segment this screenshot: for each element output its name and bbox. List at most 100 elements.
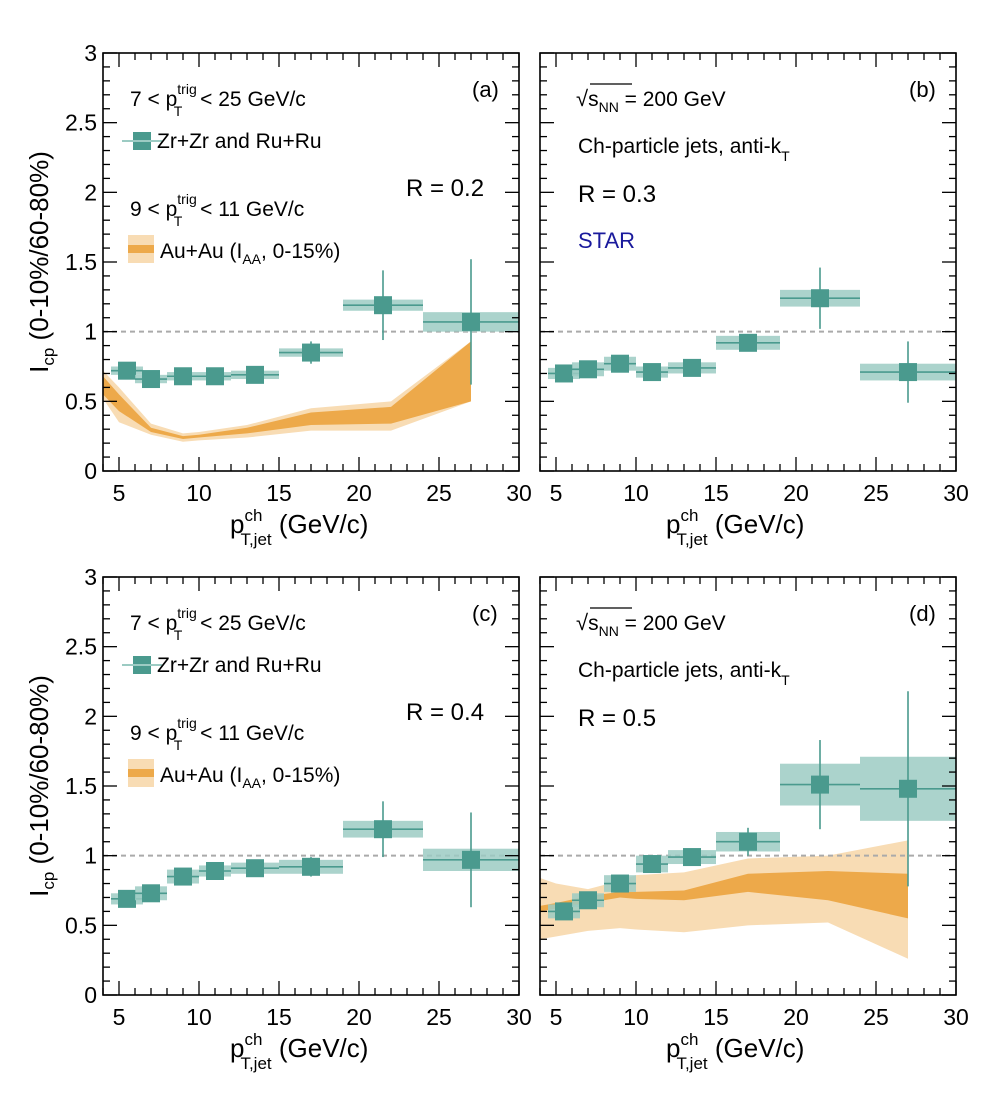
r-label-d: R = 0.5 [578,705,656,732]
y-tick-label: 1 [84,319,97,345]
jets-label-d: Ch-particle jets, anti-kT [578,659,790,688]
x-tick-label: 20 [346,1004,372,1030]
energy-label-d: √sNN = 200 GeV [576,610,726,639]
r-label-b: R = 0.3 [578,181,656,208]
y-tick-label: 2.5 [65,110,97,136]
jets-label-b: Ch-particle jets, anti-kT [578,135,790,164]
y-tick-label: 2 [84,179,97,205]
r-label-a: R = 0.2 [406,175,484,202]
data-point [683,358,701,377]
legend-marker-au-c [128,769,154,777]
x-tick-label: 10 [623,1004,649,1030]
data-point [899,363,917,382]
panel-label-d: (d) [909,601,936,626]
x-tick-label: 5 [550,1004,563,1030]
legend-label-au-a: Au+Au (IAA, 0-15%) [160,240,340,267]
panel-d-marks [540,691,956,959]
data-point [811,775,829,794]
y-axis-title-bottom: Icp (0-10%/60-80%) [24,675,58,897]
x-tick-label: 10 [186,1004,212,1030]
data-point [142,370,160,389]
x-tick-label: 15 [703,480,729,506]
x-tick-label: 20 [783,480,809,506]
panel-b-frame [539,52,957,472]
x-tick-label: 5 [113,480,126,506]
x-axis-title-b: pch T,jet (GeV/c) [666,506,804,549]
data-point [118,361,136,380]
data-point [643,363,661,382]
panel-a-marks [103,259,519,442]
legend-trig-range-a: 7 < ptrig T < 25 GeV/c [130,81,306,119]
panel-a-ticks: 5 10 15 20 25 30 0 0.5 1 1.5 2 2.5 3 [65,40,532,506]
legend-label-zr-c: Zr+Zr and Ru+Ru [157,654,322,677]
data-point [246,859,264,878]
data-point [579,360,597,379]
x-tick-label: 15 [266,1004,292,1030]
auau-band [103,341,471,439]
data-point [462,312,480,331]
y-tick-label: 1.5 [65,773,97,799]
data-point [302,857,320,876]
y-tick-label: 3 [84,40,97,66]
y-tick-label: 0.5 [65,388,97,414]
data-point [555,364,573,383]
panel-label-a: (a) [472,77,499,102]
data-point [206,861,224,880]
legend-label-au-c: Au+Au (IAA, 0-15%) [160,764,340,791]
x-tick-label: 10 [623,480,649,506]
legend-trig-range2-a: 9 < ptrig T < 11 GeV/c [130,191,304,229]
data-point [174,367,192,386]
panel-c-ticks: 5 10 15 20 25 30 0 0.5 1 1.5 2 2.5 3 [65,564,532,1030]
x-tick-label: 15 [266,480,292,506]
data-point [643,855,661,874]
y-axis-title-top: Icp (0-10%/60-80%) [24,151,58,373]
data-point [739,832,757,851]
r-label-c: R = 0.4 [406,699,484,726]
panel-b-ticks: 5 10 15 20 25 30 [539,52,969,506]
panel-d: 5 10 15 20 25 30 [539,576,969,1030]
panel-c: 5 10 15 20 25 30 0 0.5 1 1.5 2 2.5 3 [65,564,532,1030]
y-tick-label: 0 [84,458,97,484]
data-point [555,902,573,921]
data-point [118,889,136,908]
auau-sys-band [540,840,908,959]
data-point [611,354,629,373]
data-point [899,779,917,798]
star-label: STAR [578,228,635,253]
panel-d-ticks: 5 10 15 20 25 30 [539,576,969,1030]
x-tick-label: 15 [703,1004,729,1030]
x-axis-title-a: pch T,jet (GeV/c) [230,506,368,549]
y-tick-label: 1.5 [65,249,97,275]
data-point [142,884,160,903]
x-tick-label: 30 [943,480,969,506]
y-tick-label: 2.5 [65,634,97,660]
data-point [174,867,192,886]
x-tick-label: 30 [506,480,532,506]
x-tick-label: 5 [113,1004,126,1030]
x-tick-label: 30 [943,1004,969,1030]
legend-trig-range-c: 7 < ptrig T < 25 GeV/c [130,605,306,643]
x-tick-label: 25 [426,480,452,506]
data-point [611,874,629,893]
x-axis-title-c: pch T,jet (GeV/c) [230,1030,368,1073]
data-point [374,820,392,839]
x-tick-label: 25 [426,1004,452,1030]
data-point [811,289,829,308]
x-tick-label: 25 [863,1004,889,1030]
y-tick-label: 0.5 [65,912,97,938]
data-point [683,848,701,867]
x-tick-label: 20 [346,480,372,506]
panel-c-marks [103,801,519,908]
y-tick-label: 3 [84,564,97,590]
data-point [579,891,597,910]
data-point [739,333,757,352]
data-point [246,365,264,384]
y-tick-label: 0 [84,982,97,1008]
x-tick-label: 10 [186,480,212,506]
legend-label-zr-a: Zr+Zr and Ru+Ru [157,130,322,153]
data-point [302,343,320,362]
x-tick-label: 25 [863,480,889,506]
panel-a: 5 10 15 20 25 30 0 0.5 1 1.5 2 2.5 3 [65,40,532,506]
y-tick-label: 1 [84,843,97,869]
